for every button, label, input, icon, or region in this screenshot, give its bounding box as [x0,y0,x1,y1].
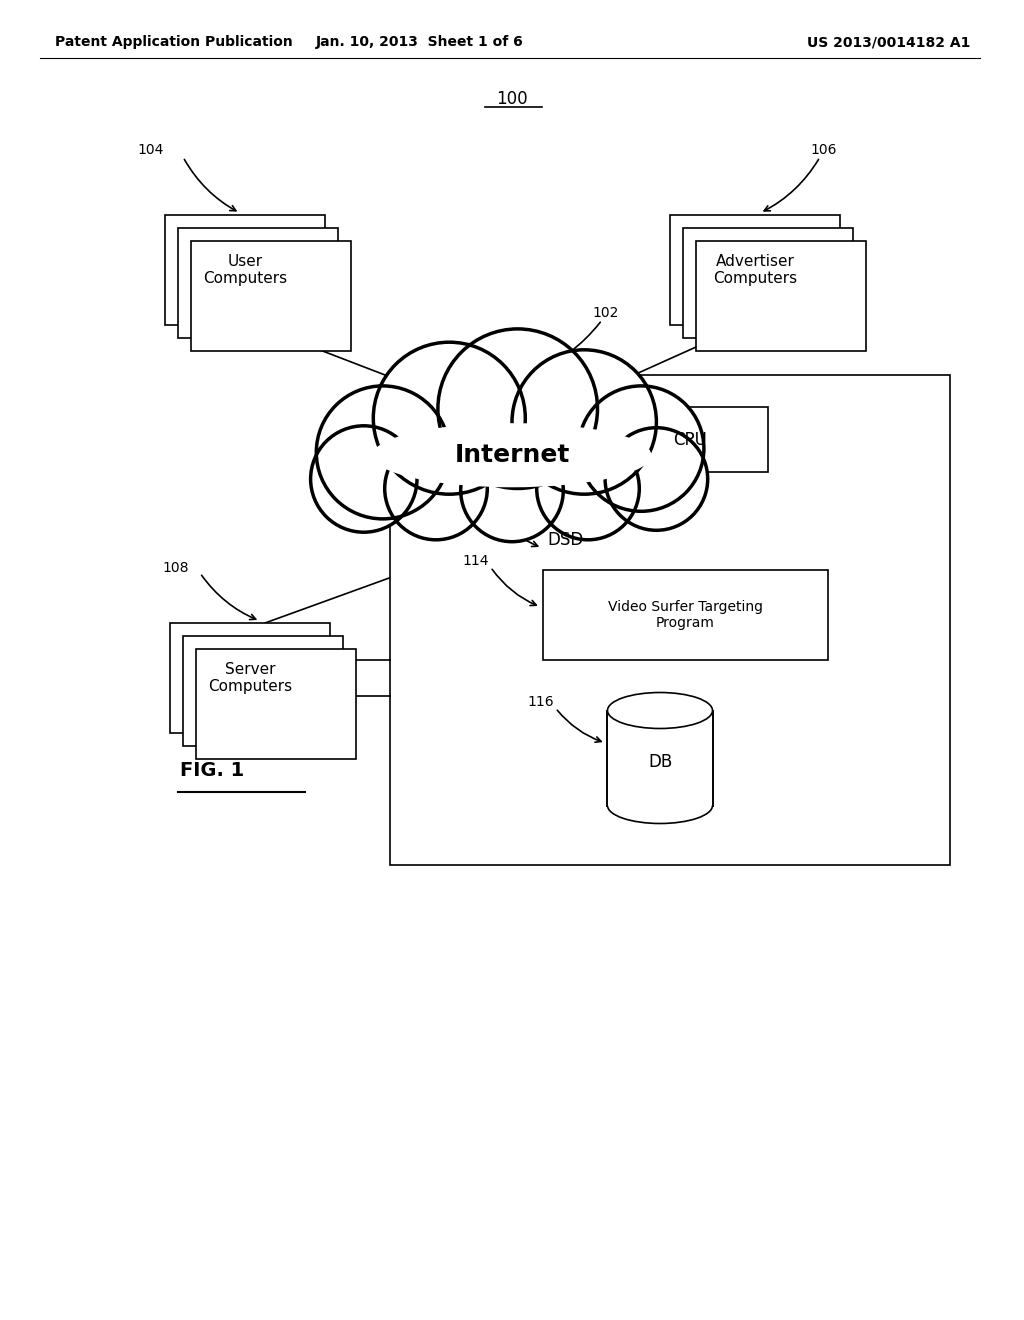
Text: 100: 100 [497,90,527,108]
Text: User
Computers: User Computers [203,253,287,286]
Bar [543,570,827,660]
Text: Internet: Internet [455,444,569,467]
Text: US 2013/0014182 A1: US 2013/0014182 A1 [807,36,970,49]
Circle shape [316,385,450,519]
Bar [612,408,768,473]
Circle shape [310,426,417,532]
Text: DB: DB [648,752,672,771]
Circle shape [374,342,525,494]
Text: 114: 114 [463,554,489,568]
Text: Patent Application Publication: Patent Application Publication [55,36,293,49]
Text: Video Surfer Targeting
Program: Video Surfer Targeting Program [607,599,763,630]
Bar [178,228,338,338]
Text: FIG. 1: FIG. 1 [180,760,245,780]
Circle shape [512,350,656,494]
Bar [191,242,351,351]
Text: 112: 112 [482,491,509,506]
Text: Jan. 10, 2013  Sheet 1 of 6: Jan. 10, 2013 Sheet 1 of 6 [316,36,524,49]
Circle shape [385,437,487,540]
Ellipse shape [607,693,713,729]
Ellipse shape [368,421,656,490]
Circle shape [605,428,708,531]
Circle shape [579,385,703,511]
Circle shape [461,440,563,541]
Text: 116: 116 [527,696,554,709]
Text: Advertiser
Computers: Advertiser Computers [713,253,797,286]
Bar [670,215,840,325]
Text: 110: 110 [532,379,559,393]
Text: 106: 106 [810,143,837,157]
Bar [696,242,866,351]
Bar [683,228,853,338]
Circle shape [438,329,597,488]
Text: 104: 104 [137,143,164,157]
Circle shape [537,437,639,540]
Text: CPU: CPU [673,432,707,449]
Bar [183,636,343,746]
Text: 102: 102 [592,306,618,319]
Ellipse shape [374,424,650,487]
Text: Server
Computers: Server Computers [208,661,292,694]
Text: DSD: DSD [547,531,584,549]
Text: 108: 108 [162,561,188,576]
Bar [196,649,356,759]
Bar [608,710,712,805]
Bar [390,375,950,865]
Bar [170,623,330,733]
Bar [165,215,325,325]
